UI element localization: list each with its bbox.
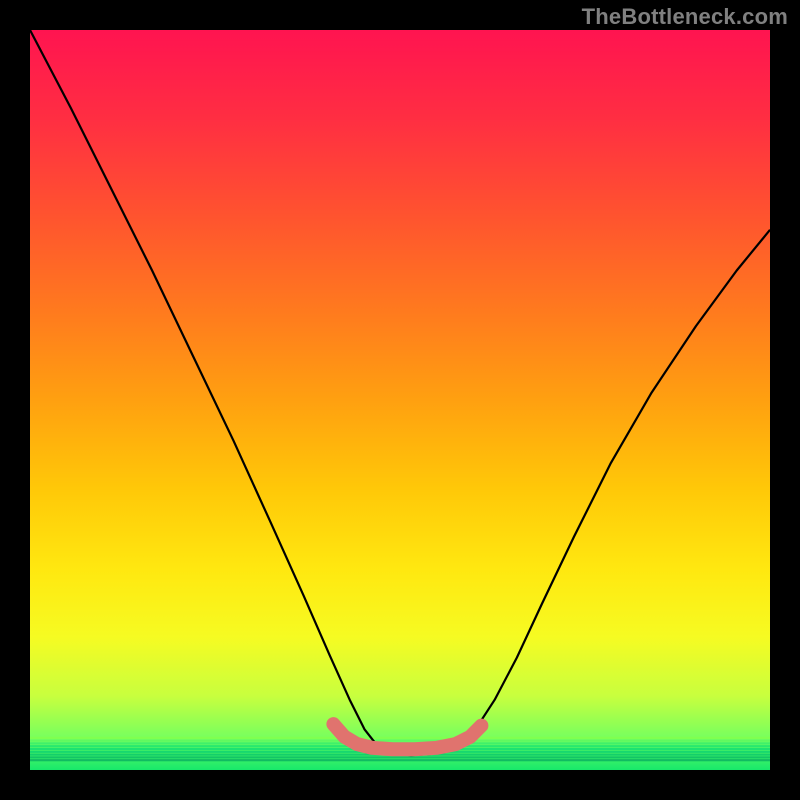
gradient-background (30, 30, 770, 770)
bottom-stripe (30, 759, 770, 761)
plot-svg (30, 30, 770, 770)
bottom-stripe (30, 737, 770, 739)
bottom-stripe (30, 740, 770, 742)
chart-root: TheBottleneck.com (0, 0, 800, 800)
watermark-text: TheBottleneck.com (582, 4, 788, 30)
plot-area (30, 30, 770, 770)
bottom-stripe (30, 756, 770, 758)
